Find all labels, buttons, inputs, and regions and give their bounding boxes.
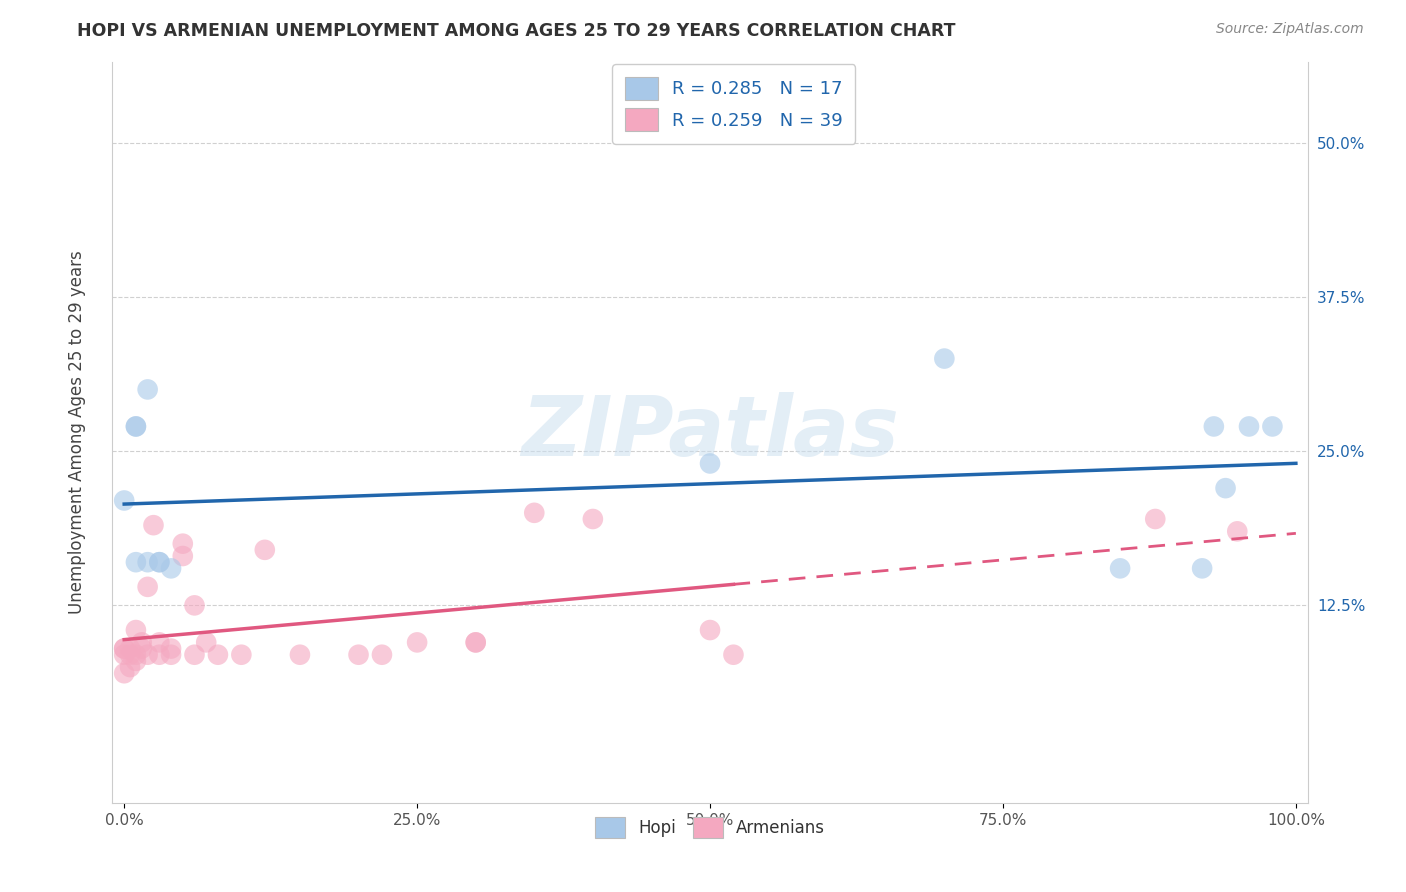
Point <box>1202 419 1225 434</box>
Point <box>160 648 183 662</box>
Text: HOPI VS ARMENIAN UNEMPLOYMENT AMONG AGES 25 TO 29 YEARS CORRELATION CHART: HOPI VS ARMENIAN UNEMPLOYMENT AMONG AGES… <box>77 22 956 40</box>
Point <box>1191 561 1213 575</box>
Point <box>1261 419 1284 434</box>
Point <box>464 635 486 649</box>
Point <box>125 654 148 668</box>
Point <box>131 641 153 656</box>
Point <box>136 383 159 397</box>
Point <box>120 641 141 656</box>
Point <box>142 518 165 533</box>
Point <box>136 580 159 594</box>
Point <box>523 506 546 520</box>
Point <box>120 648 141 662</box>
Point <box>148 555 170 569</box>
Point <box>125 648 148 662</box>
Point <box>1144 512 1167 526</box>
Point <box>1109 561 1132 575</box>
Point <box>112 641 135 656</box>
Point <box>125 419 148 434</box>
Point <box>699 623 721 637</box>
Point <box>125 555 148 569</box>
Point <box>253 542 276 557</box>
Point <box>136 648 159 662</box>
Point <box>195 635 218 649</box>
Point <box>1226 524 1249 539</box>
Legend: Hopi, Armenians: Hopi, Armenians <box>586 808 834 847</box>
Point <box>231 648 253 662</box>
Point <box>723 648 745 662</box>
Point <box>288 648 311 662</box>
Point <box>371 648 394 662</box>
Point <box>148 648 170 662</box>
Point <box>112 493 135 508</box>
Point <box>125 419 148 434</box>
Y-axis label: Unemployment Among Ages 25 to 29 years: Unemployment Among Ages 25 to 29 years <box>67 251 86 615</box>
Point <box>183 599 205 613</box>
Point <box>582 512 605 526</box>
Point <box>934 351 956 366</box>
Point <box>125 623 148 637</box>
Point <box>136 555 159 569</box>
Point <box>699 457 721 471</box>
Text: ZIPatlas: ZIPatlas <box>522 392 898 473</box>
Point <box>112 648 135 662</box>
Text: Source: ZipAtlas.com: Source: ZipAtlas.com <box>1216 22 1364 37</box>
Point <box>183 648 205 662</box>
Point <box>160 561 183 575</box>
Point <box>148 635 170 649</box>
Point <box>464 635 486 649</box>
Point <box>112 641 135 656</box>
Point <box>1215 481 1237 495</box>
Point <box>160 641 183 656</box>
Point <box>172 549 194 563</box>
Point <box>1237 419 1260 434</box>
Point <box>207 648 229 662</box>
Point <box>172 536 194 550</box>
Point <box>148 555 170 569</box>
Point <box>131 635 153 649</box>
Point <box>406 635 429 649</box>
Point <box>120 660 141 674</box>
Point <box>112 666 135 681</box>
Point <box>347 648 370 662</box>
